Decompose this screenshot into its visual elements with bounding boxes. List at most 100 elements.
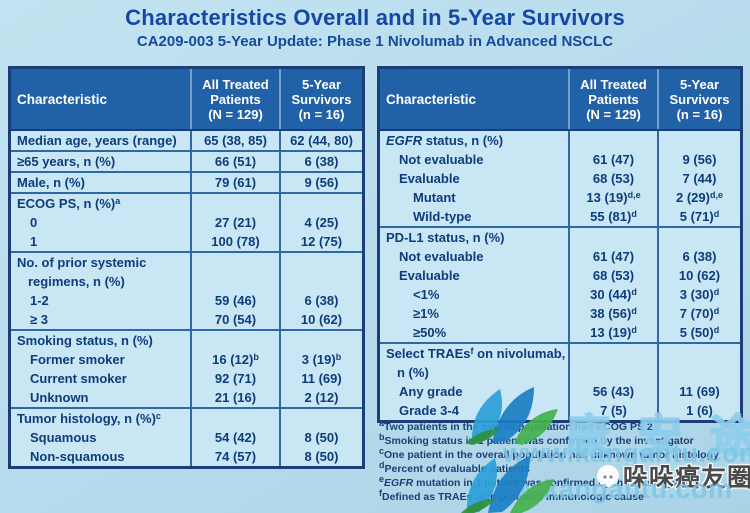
table-row: Tumor histology, n (%)c <box>11 407 362 428</box>
row-label: Smoking status, n (%) <box>17 333 153 348</box>
row-value <box>657 228 740 247</box>
footnote-line: cOne patient in the overall population h… <box>379 446 719 462</box>
row-value <box>279 409 362 428</box>
row-value <box>568 344 657 382</box>
baseline-characteristics-table: Characteristic All Treated Patients (N = 12… <box>8 66 365 469</box>
table-row: ≥65 years, n (%) 66 (51) 6 (38) <box>11 150 362 171</box>
table-row: ECOG PS, n (%)a <box>11 192 362 213</box>
row-value <box>190 194 279 213</box>
table-row: Not evaluable 61 (47) 6 (38) <box>380 247 740 266</box>
row-value <box>190 331 279 350</box>
row-value: 7 (5) <box>568 401 657 420</box>
row-label: Mutant <box>413 190 456 205</box>
row-value: 92 (71) <box>190 369 279 388</box>
header-column: 5-Year Survivors (n = 16) <box>279 69 362 129</box>
row-label: 1-2 <box>30 293 49 308</box>
header-column: All Treated Patients (N = 129) <box>190 69 279 129</box>
row-value: 68 (53) <box>568 169 657 188</box>
row-value: 100 (78) <box>190 232 279 251</box>
footnote-line: eEGFR mutation in 1 patient was confirme… <box>379 474 692 490</box>
row-label: Non-squamous <box>30 449 125 464</box>
table-row: Former smoker 16 (12)b 3 (19)b <box>11 350 362 369</box>
row-value: 13 (19)d <box>568 323 657 342</box>
row-label: Wild-type <box>413 209 472 224</box>
row-value: 54 (42) <box>190 428 279 447</box>
row-value <box>657 131 740 150</box>
slide-subtitle: CA209-003 5-Year Update: Phase 1 Nivolum… <box>136 33 614 50</box>
row-value <box>279 331 362 350</box>
table-header-row: Characteristic All Treated Patients (N = 12… <box>380 69 740 131</box>
row-label: Unknown <box>30 390 89 405</box>
row-value: 79 (61) <box>190 173 279 192</box>
row-value: 8 (50) <box>279 447 362 466</box>
row-value: 61 (47) <box>568 247 657 266</box>
row-label: PD-L1 status, n (%) <box>386 230 505 245</box>
table-row: Wild-type 55 (81)d 5 (71)d <box>380 207 740 226</box>
row-value: 70 (54) <box>190 310 279 329</box>
header-characteristic: Characteristic <box>17 91 108 107</box>
table-row: 1 100 (78) 12 (75) <box>11 232 362 251</box>
row-value: 10 (62) <box>657 266 740 285</box>
table-row: No. of prior systemic regimens, n (%) <box>11 251 362 291</box>
table-row: Squamous 54 (42) 8 (50) <box>11 428 362 447</box>
table-row: PD-L1 status, n (%) <box>380 226 740 247</box>
header-column: All Treated Patients (N = 129) <box>568 69 657 129</box>
footnote-line: fDefined as TRAEs with potential immunol… <box>379 488 644 504</box>
table-row: ≥ 3 70 (54) 10 (62) <box>11 310 362 329</box>
row-label: Evaluable <box>399 268 460 283</box>
table-row: ≥50% 13 (19)d 5 (50)d <box>380 323 740 342</box>
row-value: 12 (75) <box>279 232 362 251</box>
row-value <box>190 253 279 291</box>
table-row: 0 27 (21) 4 (25) <box>11 213 362 232</box>
footnote-line: bSmoking status in 1 patient was confirm… <box>379 432 694 448</box>
row-value <box>657 344 740 382</box>
table-row: Male, n (%) 79 (61) 9 (56) <box>11 171 362 192</box>
table-row: Non-squamous 74 (57) 8 (50) <box>11 447 362 466</box>
table-row: Select TRAEsf on nivolumab, n (%) <box>380 342 740 382</box>
row-label: 0 <box>30 215 38 230</box>
row-value <box>568 228 657 247</box>
row-value: 65 (38, 85) <box>190 131 279 150</box>
row-value <box>279 194 362 213</box>
row-value: 62 (44, 80) <box>279 131 362 150</box>
table-row: 1-2 59 (46) 6 (38) <box>11 291 362 310</box>
row-value: 6 (38) <box>279 291 362 310</box>
table-row: Evaluable 68 (53) 10 (62) <box>380 266 740 285</box>
table-row: Current smoker 92 (71) 11 (69) <box>11 369 362 388</box>
row-label: No. of prior systemic regimens, n (%) <box>17 255 147 289</box>
row-value: 9 (56) <box>279 173 362 192</box>
row-label: Tumor histology, n (%)c <box>17 411 161 426</box>
row-value: 11 (69) <box>657 382 740 401</box>
row-label: Squamous <box>30 430 97 445</box>
row-label: Evaluable <box>399 171 460 186</box>
row-value: 1 (6) <box>657 401 740 420</box>
row-value <box>190 409 279 428</box>
row-value: 66 (51) <box>190 152 279 171</box>
row-label: ≥1% <box>413 306 439 321</box>
row-label: Male, n (%) <box>17 175 85 190</box>
row-value: 21 (16) <box>190 388 279 407</box>
header-characteristic: Characteristic <box>386 91 477 107</box>
row-value: 13 (19)d,e <box>568 188 657 207</box>
table-row: EGFR status, n (%) <box>380 131 740 150</box>
footnote-line: aTwo patients in the overall population … <box>379 418 653 434</box>
table-row: <1% 30 (44)d 3 (30)d <box>380 285 740 304</box>
row-value: 7 (44) <box>657 169 740 188</box>
table-row: Unknown 21 (16) 2 (12) <box>11 388 362 407</box>
row-value: 9 (56) <box>657 150 740 169</box>
row-label: ECOG PS, n (%)a <box>17 196 121 211</box>
table-row: Not evaluable 61 (47) 9 (56) <box>380 150 740 169</box>
row-label: 1 <box>30 234 38 249</box>
row-label: Any grade <box>399 384 463 399</box>
row-value: 6 (38) <box>657 247 740 266</box>
row-value: 3 (19)b <box>279 350 362 369</box>
table-row: Mutant 13 (19)d,e 2 (29)d,e <box>380 188 740 207</box>
row-value: 74 (57) <box>190 447 279 466</box>
table-row: Median age, years (range) 65 (38, 85) 62 (… <box>11 131 362 150</box>
row-value: 16 (12)b <box>190 350 279 369</box>
row-value <box>279 253 362 291</box>
row-value: 5 (50)d <box>657 323 740 342</box>
row-value <box>568 131 657 150</box>
row-value: 2 (29)d,e <box>657 188 740 207</box>
slide-title: Characteristics Overall and in 5-Year Su… <box>125 5 625 30</box>
